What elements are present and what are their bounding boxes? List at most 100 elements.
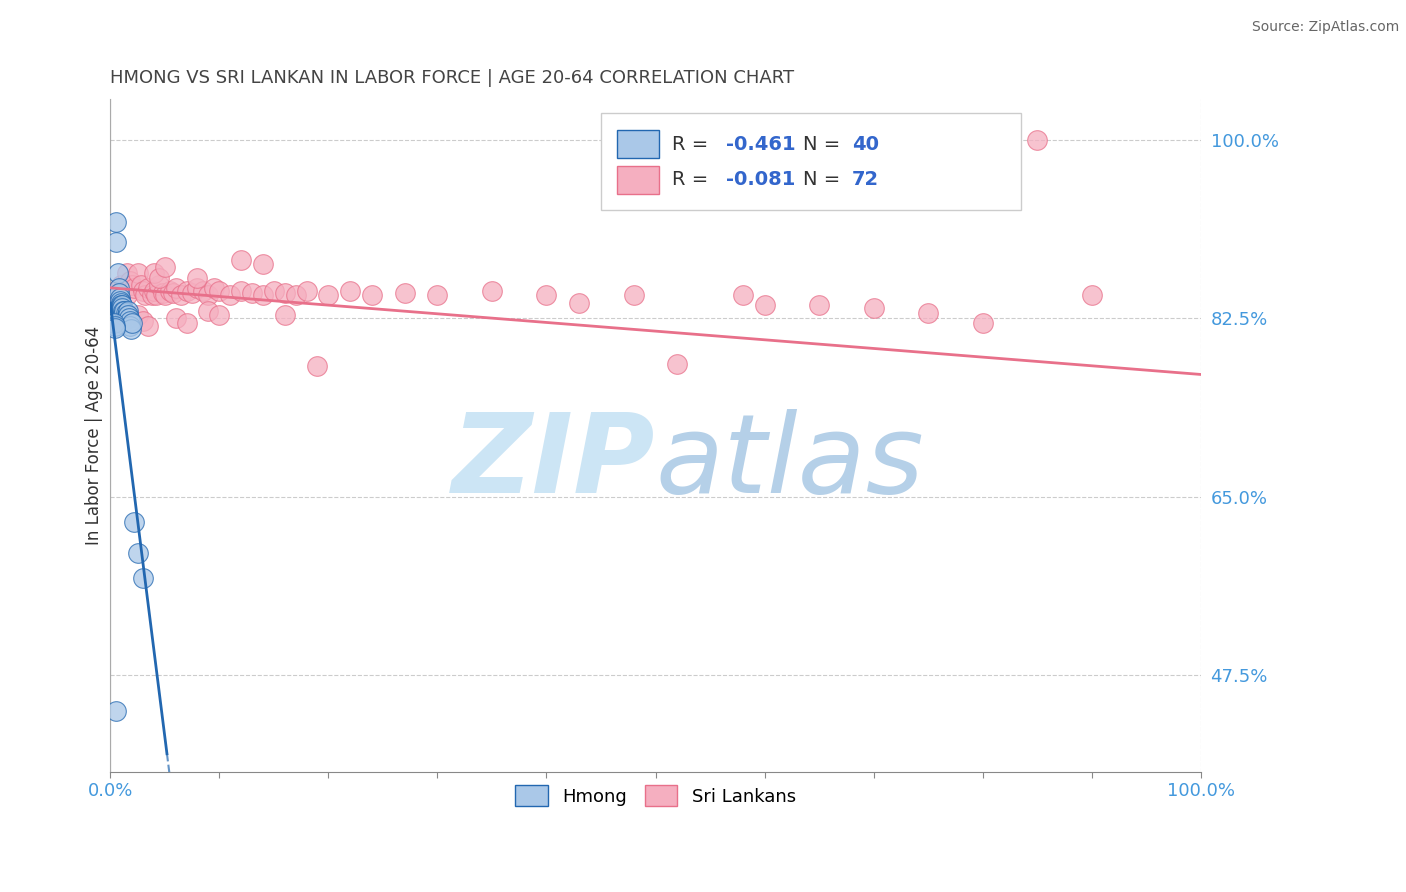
Point (263, 284, 285, 298)
Point (115, 266, 138, 280)
Point (104, 296, 127, 310)
Point (295, 284, 318, 298)
Point (110, 304, 132, 318)
Point (394, 285, 416, 300)
Point (104, 235, 127, 249)
Point (117, 304, 139, 318)
Point (114, 306, 136, 320)
Point (108, 281, 131, 295)
Point (252, 257, 274, 271)
Point (284, 288, 307, 302)
Point (108, 285, 131, 300)
Point (118, 274, 141, 288)
Point (536, 288, 558, 302)
Point (132, 284, 155, 298)
Point (191, 284, 214, 298)
Point (1080, 288, 1102, 302)
Point (481, 284, 503, 298)
Point (186, 270, 208, 285)
Point (917, 306, 939, 320)
Point (120, 321, 142, 335)
Point (107, 266, 129, 280)
Point (754, 298, 776, 312)
Point (110, 302, 132, 317)
Point (132, 314, 155, 328)
Point (252, 288, 274, 302)
Text: -0.461: -0.461 (727, 135, 796, 153)
Point (1026, 133, 1049, 147)
Point (104, 318, 127, 333)
Point (110, 306, 132, 320)
Point (208, 284, 231, 298)
Point (112, 281, 135, 295)
Point (110, 277, 132, 292)
FancyBboxPatch shape (600, 112, 1021, 211)
Point (110, 310, 132, 325)
Point (862, 301, 884, 316)
Point (426, 288, 449, 302)
Point (121, 277, 143, 292)
Point (111, 298, 134, 312)
Text: -0.081: -0.081 (727, 170, 796, 189)
Point (132, 571, 155, 585)
Point (112, 309, 135, 323)
Point (274, 309, 297, 323)
Point (122, 281, 145, 295)
Text: HMONG VS SRI LANKAN IN LABOR FORCE | AGE 20-64 CORRELATION CHART: HMONG VS SRI LANKAN IN LABOR FORCE | AGE… (110, 69, 794, 87)
Point (115, 311, 138, 326)
Point (108, 294, 131, 309)
Point (176, 284, 198, 298)
Legend: Hmong, Sri Lankans: Hmong, Sri Lankans (508, 778, 803, 814)
Text: R =: R = (672, 135, 714, 153)
Point (176, 317, 198, 331)
Point (129, 277, 152, 292)
Point (110, 296, 132, 310)
Text: atlas: atlas (655, 409, 924, 516)
Text: R =: R = (672, 170, 714, 189)
Y-axis label: In Labor Force | Age 20-64: In Labor Force | Age 20-64 (86, 326, 103, 545)
Point (115, 288, 138, 302)
Point (339, 284, 361, 298)
Point (972, 317, 994, 331)
Point (152, 285, 174, 300)
Point (142, 284, 165, 298)
Point (110, 312, 132, 326)
FancyBboxPatch shape (617, 130, 659, 159)
Point (197, 304, 219, 318)
Point (127, 546, 149, 560)
Point (153, 260, 176, 275)
Point (121, 317, 143, 331)
Point (148, 277, 170, 292)
Point (127, 266, 149, 280)
Point (103, 317, 125, 331)
Point (117, 309, 139, 323)
Point (122, 516, 145, 530)
Point (112, 304, 135, 318)
Text: 40: 40 (852, 135, 879, 153)
Point (274, 285, 297, 300)
Point (118, 314, 141, 328)
Point (181, 285, 204, 300)
Point (115, 309, 138, 323)
Text: ZIP: ZIP (451, 409, 655, 516)
Point (111, 301, 134, 316)
Point (666, 357, 689, 371)
Point (141, 288, 163, 302)
Point (159, 284, 181, 298)
FancyBboxPatch shape (617, 166, 659, 194)
Point (148, 270, 170, 285)
Point (229, 253, 252, 268)
Point (808, 298, 831, 312)
Text: 72: 72 (852, 170, 879, 189)
Point (138, 281, 160, 295)
Point (153, 288, 176, 302)
Point (142, 266, 165, 280)
Point (361, 288, 384, 302)
Point (229, 284, 252, 298)
Point (118, 318, 141, 333)
Point (162, 285, 184, 300)
Point (208, 309, 231, 323)
Point (219, 288, 242, 302)
Point (318, 288, 340, 302)
Point (165, 311, 187, 326)
